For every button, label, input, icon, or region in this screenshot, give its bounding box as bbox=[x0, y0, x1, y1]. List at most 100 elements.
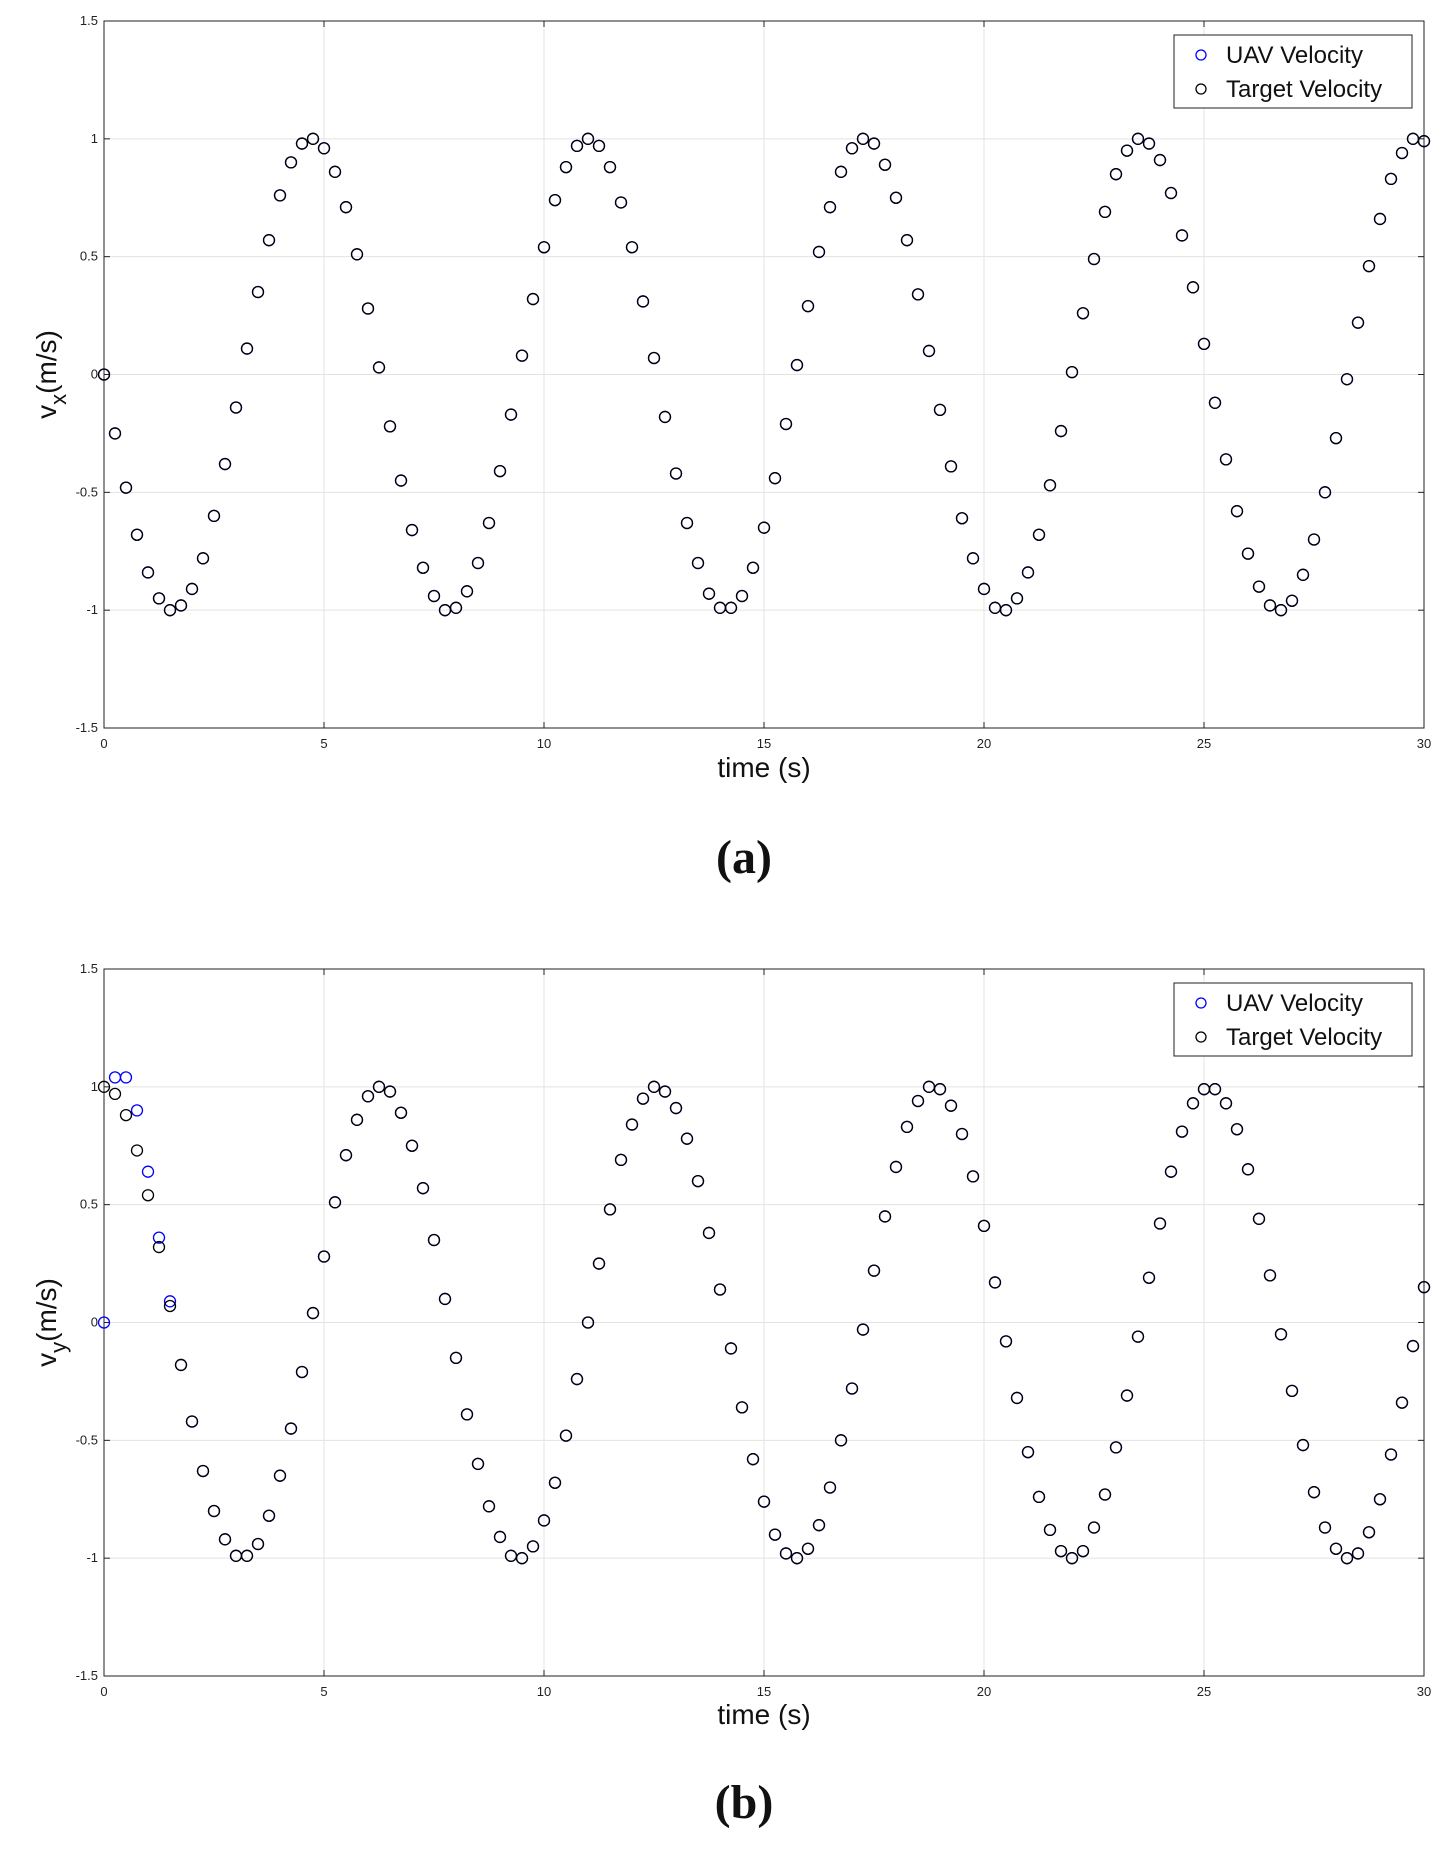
data-point bbox=[1362, 259, 1376, 273]
legend-marker bbox=[1195, 997, 1207, 1009]
data-point bbox=[537, 241, 551, 254]
data-point bbox=[1318, 1521, 1332, 1534]
data-point bbox=[614, 1153, 628, 1167]
data-point bbox=[977, 582, 991, 596]
data-point bbox=[856, 1323, 870, 1336]
data-point bbox=[746, 1453, 760, 1466]
data-point bbox=[724, 601, 738, 614]
data-point bbox=[1120, 144, 1134, 157]
data-point bbox=[889, 191, 903, 204]
data-point bbox=[1186, 281, 1200, 294]
data-point bbox=[471, 556, 485, 570]
data-point bbox=[526, 292, 540, 306]
data-point bbox=[262, 1509, 276, 1522]
data-point bbox=[482, 516, 496, 530]
data-point bbox=[801, 300, 815, 313]
data-point bbox=[812, 1519, 826, 1532]
data-point bbox=[460, 1408, 474, 1421]
data-point bbox=[1175, 1125, 1189, 1138]
data-point bbox=[911, 288, 925, 301]
data-point bbox=[1208, 396, 1222, 409]
data-point bbox=[702, 1226, 716, 1240]
data-point bbox=[1054, 1544, 1068, 1558]
data-point bbox=[196, 1464, 210, 1478]
data-point bbox=[1065, 1552, 1079, 1565]
data-point bbox=[768, 472, 782, 485]
data-point bbox=[944, 1099, 958, 1112]
data-point bbox=[933, 403, 947, 417]
data-point bbox=[746, 561, 760, 574]
y-label-base: v bbox=[31, 1353, 62, 1367]
data-point bbox=[581, 132, 595, 145]
data-point bbox=[834, 1434, 848, 1447]
data-point bbox=[955, 1127, 969, 1141]
data-point bbox=[1263, 1269, 1277, 1282]
data-point bbox=[801, 1542, 815, 1555]
x-axis-label: time (s) bbox=[717, 752, 810, 783]
data-point bbox=[757, 1495, 771, 1508]
data-point bbox=[1384, 172, 1398, 186]
data-point bbox=[295, 1365, 309, 1379]
data-point bbox=[1164, 186, 1178, 200]
data-point bbox=[1351, 316, 1365, 329]
y-label-unit: (m/s) bbox=[31, 1278, 62, 1342]
data-point bbox=[130, 1144, 144, 1157]
legend-marker bbox=[1195, 49, 1207, 61]
data-point bbox=[119, 481, 133, 494]
data-point bbox=[823, 201, 837, 214]
data-point bbox=[834, 165, 848, 178]
data-point bbox=[592, 139, 606, 153]
data-point bbox=[515, 1552, 529, 1565]
data-point bbox=[196, 552, 210, 565]
data-point bbox=[339, 201, 353, 214]
data-point bbox=[108, 1087, 122, 1101]
data-point bbox=[713, 1283, 727, 1296]
data-point bbox=[174, 1358, 188, 1372]
data-point bbox=[1032, 1490, 1046, 1504]
y-tick-label: 0 bbox=[91, 367, 98, 382]
data-point bbox=[97, 1316, 111, 1329]
x-tick-label: 0 bbox=[100, 736, 107, 751]
data-point bbox=[988, 1276, 1002, 1289]
data-point bbox=[779, 417, 793, 431]
data-point bbox=[1076, 1544, 1090, 1558]
data-point bbox=[383, 1085, 397, 1098]
data-point bbox=[691, 556, 705, 570]
data-point bbox=[207, 509, 221, 523]
data-point bbox=[691, 1174, 705, 1188]
data-point bbox=[1362, 1526, 1376, 1539]
plot-frame bbox=[103, 20, 1425, 729]
data-point bbox=[449, 1351, 463, 1364]
data-point bbox=[922, 344, 936, 358]
data-point bbox=[493, 1530, 507, 1544]
data-point bbox=[251, 285, 265, 299]
y-label-unit: (m/s) bbox=[31, 330, 62, 394]
data-point bbox=[218, 457, 232, 471]
data-point bbox=[1021, 566, 1035, 579]
data-point bbox=[240, 342, 254, 355]
data-point bbox=[372, 361, 386, 374]
y-tick-label: -1 bbox=[86, 1550, 98, 1565]
y-tick-label: 0 bbox=[91, 1315, 98, 1330]
data-point bbox=[350, 248, 364, 261]
data-point bbox=[1087, 1521, 1101, 1534]
y-tick-label: 0.5 bbox=[80, 249, 98, 264]
data-point bbox=[735, 1401, 749, 1414]
data-point bbox=[372, 1080, 386, 1093]
data-point bbox=[1384, 1448, 1398, 1461]
data-point bbox=[999, 1335, 1013, 1348]
data-point bbox=[1417, 1281, 1431, 1294]
data-point bbox=[163, 1295, 177, 1308]
data-point bbox=[1329, 1542, 1343, 1555]
data-point bbox=[185, 1415, 199, 1428]
data-point bbox=[1263, 599, 1277, 612]
legend-label: UAV Velocity bbox=[1226, 42, 1363, 69]
data-point bbox=[1241, 547, 1255, 560]
data-point bbox=[1219, 1097, 1233, 1110]
data-point bbox=[284, 156, 298, 169]
data-point bbox=[944, 460, 958, 473]
data-point bbox=[658, 410, 672, 424]
x-tick-label: 5 bbox=[320, 1684, 327, 1699]
data-point bbox=[1395, 146, 1409, 160]
data-point bbox=[1065, 365, 1079, 379]
